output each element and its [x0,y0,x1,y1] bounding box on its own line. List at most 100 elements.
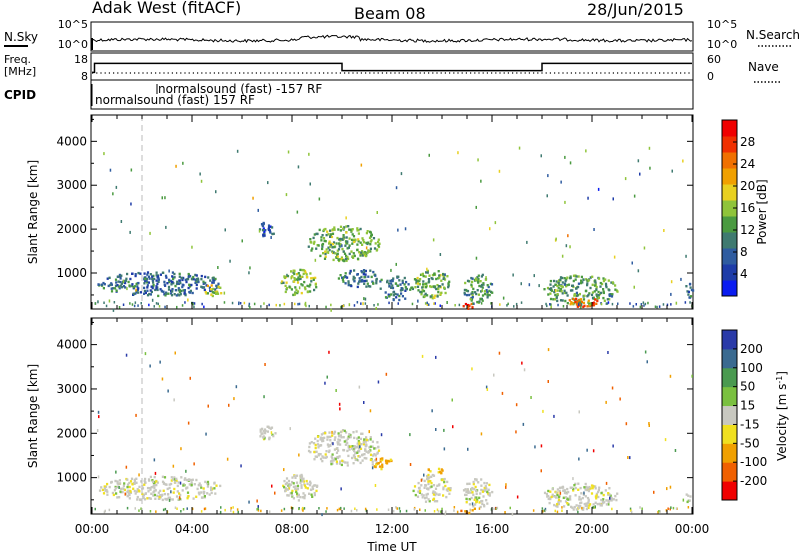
echo-cell [556,284,559,288]
echo-cell [447,283,450,286]
echo-cell [574,486,577,490]
echo-cell [439,293,442,296]
echo-cell [438,483,441,486]
echo-speck [480,302,483,305]
echo-cell [204,480,207,484]
echo-cell [302,492,305,495]
echo-speck [587,196,589,200]
echo-cell [297,278,300,281]
echo-speck [112,192,114,196]
echo-speck [162,508,165,512]
echo-cell [290,270,293,273]
echo-cell [294,286,297,289]
echo-cell [348,244,351,247]
echo-cell [173,293,176,296]
echo-cell [359,241,362,244]
echo-cell [120,286,124,289]
echo-cell [100,486,103,489]
echo-cell [374,447,377,450]
echo-cell [346,442,349,445]
echo-cell [345,254,348,258]
echo-cell [211,281,214,284]
echo-speck [103,510,106,514]
echo-cell [155,274,158,277]
echo-cell [339,258,342,261]
echo-cell [607,493,610,496]
echo-cell [150,290,153,294]
echo-speck [411,302,414,306]
echo-speck [165,225,167,229]
echo-cell [416,285,420,288]
echo-cell [98,489,102,492]
echo-cell [573,298,576,301]
colorbar-tick-label: 12 [740,223,755,237]
echo-cell [116,482,119,485]
echo-cell [167,288,171,291]
echo-cell [479,492,482,495]
echo-cell [290,491,293,495]
echo-cell [134,492,137,495]
echo-cell [259,430,262,433]
echo-cell [403,283,406,286]
echo-speck [670,292,672,296]
echo-cell [174,481,177,484]
echo-cell [596,299,599,303]
echo-cell [295,278,298,281]
echo-cell [552,279,556,283]
echo-cell [149,293,152,296]
echo-cell [474,291,477,294]
echo-cell [138,498,141,501]
colorbar-tick-label: 100 [740,361,763,375]
echo-cell [326,230,329,233]
echo-cell [580,300,583,304]
echo-cell [546,495,549,498]
echo-speck [665,509,668,512]
echo-cell [338,462,342,465]
echo-cell [305,479,308,483]
echo-cell [198,493,201,496]
echo-speck [182,508,185,511]
y-tick-label: 4000 [56,338,87,352]
echo-cell [266,425,269,428]
echo-cell [444,291,447,295]
echo-cell [266,430,269,433]
echo-speck [149,231,151,235]
echo-speck [154,471,157,475]
echo-speck [257,509,260,512]
echo-cell [475,279,478,282]
echo-cell [138,485,141,489]
echo-cell [391,284,394,287]
echo-speck [229,259,231,263]
echo-cell [468,511,471,515]
echo-speck [641,507,643,510]
echo-cell [611,281,614,284]
echo-cell [443,477,446,481]
echo-cell [471,277,474,280]
echo-speck [444,273,446,277]
echo-cell [208,286,211,289]
echo-speck [583,491,585,495]
echo-cell [324,250,327,253]
echo-cell [385,461,388,465]
echo-speck [562,305,565,308]
y-tick-label: 3000 [56,382,87,396]
echo-cell [179,493,182,497]
echo-cell [188,478,191,482]
echo-cell [314,443,317,447]
echo-cell [333,430,336,434]
echo-cell [442,487,445,491]
echo-cell [339,434,342,437]
echo-speck [579,301,581,304]
echo-cell [591,283,594,286]
echo-cell [310,493,313,496]
echo-cell [588,485,591,489]
echo-cell [300,484,303,487]
echo-cell [472,505,475,508]
echo-cell [213,482,216,485]
echo-cell [354,458,357,462]
echo-cell [322,432,325,435]
echo-cell [377,238,380,241]
echo-speck [280,509,283,512]
echo-cell [166,493,170,496]
echo-cell [206,284,209,288]
